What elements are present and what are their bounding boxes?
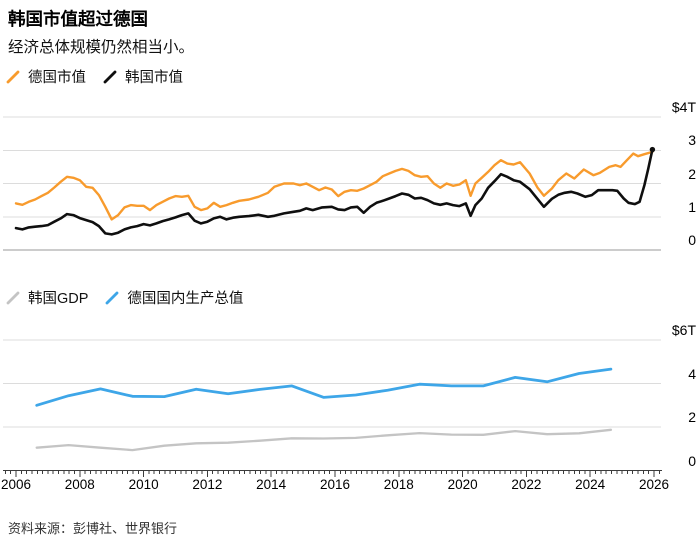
top-ytick-4: $4T: [671, 99, 696, 115]
xtick-2006: 2006: [0, 477, 32, 492]
legend-item-korea-gdp: 韩国GDP: [6, 287, 88, 308]
xtick-2016: 2016: [319, 477, 351, 492]
xtick-2014: 2014: [256, 477, 287, 492]
korea-gdp-slash-icon: [6, 291, 20, 304]
legend-label: 韩国GDP: [28, 291, 89, 307]
legend-item-germany-market: 德国市值: [6, 66, 86, 87]
legend-label: 德国市值: [28, 70, 86, 86]
xtick-2022: 2022: [511, 477, 542, 492]
germany-market-slash-icon: [6, 70, 20, 83]
page-subtitle: 经济总体规模仍然相当小。: [8, 39, 195, 56]
top-ytick-2: 2: [688, 165, 696, 182]
bottom-ytick-2: 2: [688, 409, 696, 425]
legend-market-cap: 德国市值 韩国市值: [6, 66, 183, 87]
xtick-2012: 2012: [192, 477, 223, 492]
xtick-2010: 2010: [128, 477, 159, 492]
top-ytick-0: 0: [688, 232, 696, 248]
korea-market-slash-icon: [103, 70, 117, 83]
bottom-ytick-6: $6T: [671, 322, 696, 338]
bottom-ytick-4: 4: [688, 365, 696, 382]
legend-gdp: 韩国GDP 德国国内生产总值: [6, 287, 243, 308]
bottom-ytick-0: 0: [688, 452, 696, 469]
page-title: 韩国市值超过德国: [8, 9, 148, 29]
legend-label: 韩国市值: [125, 70, 183, 86]
xtick-2020: 2020: [447, 477, 478, 492]
top-ytick-1: 1: [688, 199, 696, 215]
legend-item-germany-gdp: 德国国内生产总值: [105, 287, 243, 308]
xtick-2026: 2026: [638, 477, 670, 492]
xtick-2024: 2024: [575, 477, 606, 492]
top-ytick-3: 3: [688, 132, 696, 148]
xtick-2008: 2008: [64, 477, 95, 492]
germany-gdp-slash-icon: [106, 291, 119, 304]
source-note: 资料来源：彭博社、世界银行: [8, 521, 178, 536]
xtick-2018: 2018: [383, 477, 414, 492]
legend-label: 德国国内生产总值: [127, 291, 244, 307]
legend-item-korea-market: 韩国市值: [103, 66, 183, 87]
